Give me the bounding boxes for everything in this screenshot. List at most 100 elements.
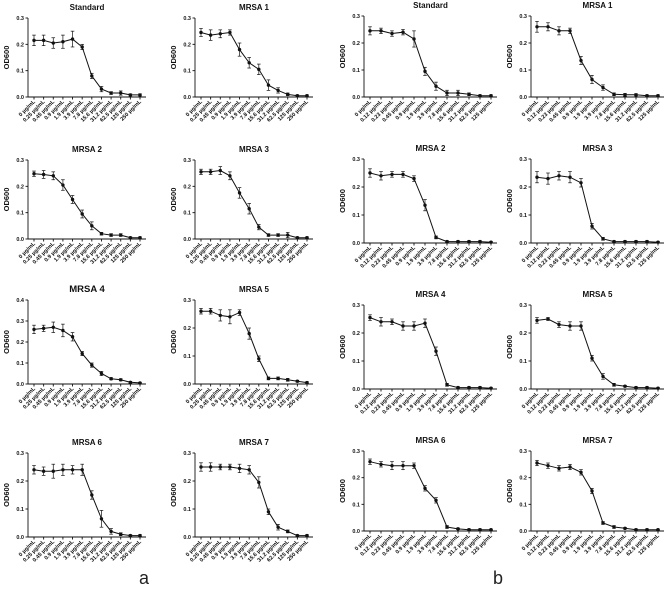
- y-tick-label: 0.3: [16, 16, 24, 22]
- data-point: [208, 33, 213, 37]
- y-tick-label: 0.2: [352, 331, 360, 337]
- series-line: [369, 172, 492, 243]
- panel-label-a: a: [139, 568, 150, 588]
- data-point: [489, 386, 493, 390]
- series-line: [536, 462, 658, 531]
- data-point: [199, 30, 203, 35]
- y-tick-label: 0.0: [183, 535, 191, 541]
- data-point: [623, 93, 627, 97]
- y-tick-label: 0.2: [16, 340, 24, 346]
- data-point: [138, 381, 142, 385]
- data-point: [70, 37, 75, 41]
- data-point: [434, 349, 438, 353]
- y-axis-label: OD600: [338, 335, 347, 359]
- data-point: [535, 175, 539, 179]
- data-point: [423, 321, 427, 325]
- y-tick-label: 0.1: [519, 213, 527, 219]
- data-point: [109, 233, 113, 237]
- data-point: [41, 326, 46, 331]
- y-axis-label: OD600: [169, 188, 178, 212]
- data-point: [119, 378, 123, 382]
- data-point: [295, 379, 300, 383]
- data-point: [228, 315, 232, 319]
- data-point: [247, 468, 251, 472]
- data-point: [379, 462, 383, 467]
- data-point: [295, 235, 300, 240]
- chart-title: MRSA 6: [72, 438, 102, 447]
- data-point: [368, 315, 372, 320]
- data-point: [456, 385, 460, 390]
- series-line: [33, 469, 140, 537]
- data-point: [368, 171, 372, 175]
- y-tick-label: 0.1: [352, 68, 360, 74]
- y-tick-label: 0.2: [16, 184, 24, 190]
- data-point: [423, 203, 427, 207]
- chart-title: MRSA 3: [239, 145, 269, 154]
- data-point: [90, 493, 94, 497]
- chart-title: MRSA 2: [72, 145, 102, 154]
- data-point: [237, 191, 242, 195]
- series-line: [201, 169, 307, 239]
- data-point: [423, 486, 427, 491]
- data-point: [228, 465, 232, 469]
- series-line: [34, 38, 140, 96]
- data-point: [51, 469, 55, 473]
- data-point: [208, 309, 213, 313]
- y-tick-label: 0.0: [183, 95, 191, 101]
- y-tick-label: 0.1: [16, 69, 24, 75]
- data-point: [286, 92, 290, 97]
- data-point: [208, 170, 213, 174]
- data-point: [590, 356, 594, 360]
- series-line: [33, 173, 140, 239]
- data-point: [579, 470, 583, 475]
- data-point: [218, 32, 222, 36]
- y-tick-label: 0.3: [352, 157, 360, 163]
- data-point: [138, 93, 142, 97]
- data-point: [612, 92, 616, 97]
- y-tick-label: 0.3: [183, 158, 191, 164]
- data-point: [266, 83, 271, 87]
- data-point: [199, 465, 203, 469]
- data-point: [276, 233, 280, 237]
- data-point: [579, 58, 583, 63]
- data-point: [138, 533, 142, 538]
- data-point: [61, 468, 65, 472]
- data-point: [119, 233, 123, 237]
- data-point: [390, 463, 394, 468]
- data-point: [445, 239, 449, 244]
- data-point: [99, 371, 104, 376]
- data-point: [634, 385, 638, 390]
- y-tick-label: 0.2: [352, 476, 360, 482]
- y-tick-label: 0.0: [16, 95, 24, 101]
- data-point: [401, 172, 405, 177]
- data-point: [128, 533, 133, 538]
- data-point: [228, 30, 232, 35]
- y-axis-label: OD600: [2, 46, 11, 70]
- y-tick-label: 0.3: [352, 14, 360, 20]
- data-point: [80, 468, 84, 472]
- data-point: [557, 322, 561, 327]
- data-point: [247, 331, 251, 336]
- y-tick-label: 0.0: [352, 529, 360, 535]
- data-point: [90, 74, 94, 78]
- data-point: [61, 40, 65, 44]
- data-point: [412, 324, 416, 328]
- data-point: [257, 225, 261, 229]
- data-point: [456, 91, 460, 95]
- y-tick-label: 0.2: [183, 479, 191, 485]
- y-tick-label: 0.3: [519, 157, 527, 163]
- y-axis-label: OD600: [169, 330, 178, 354]
- data-point: [247, 207, 251, 211]
- y-tick-label: 0.2: [519, 41, 527, 47]
- data-point: [434, 498, 438, 503]
- y-axis-label: OD600: [338, 189, 347, 213]
- data-point: [99, 87, 104, 91]
